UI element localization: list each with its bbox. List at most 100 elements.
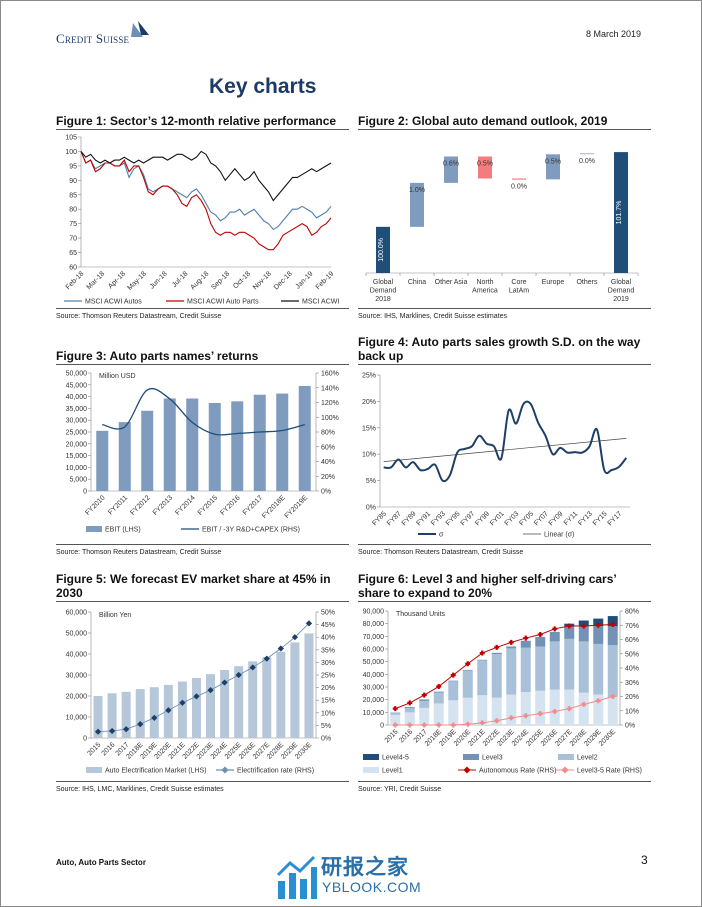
figure-2-title: Figure 2: Global auto demand outlook, 20… (358, 114, 651, 130)
bar (231, 401, 244, 491)
x-tick-label: Feb-18 (65, 270, 86, 291)
stacked-bar-level3 (419, 699, 430, 701)
series-line-1 (80, 151, 332, 251)
stacked-bar-level3 (462, 669, 473, 671)
y-tick-label: 60 (69, 265, 77, 272)
figure-4-title: Figure 4: Auto parts sales growth S.D. o… (358, 335, 651, 365)
legend-label: Level1 (382, 768, 403, 775)
y2-tick-label: 5% (321, 723, 331, 730)
category-label: 2018 (375, 296, 391, 303)
rate-marker (392, 706, 398, 712)
y-tick-label: 0 (380, 723, 384, 730)
stacked-bar-level1 (419, 707, 430, 725)
sail-logo-icon (131, 21, 149, 37)
rate-marker (595, 698, 601, 704)
y-tick-label: 50,000 (66, 631, 88, 638)
x-tick-label: FY09 (548, 510, 565, 527)
x-tick-label: FY2014 (174, 494, 196, 516)
figure-5-chart: 60,000 50,000 40,000 30,000 20,000 10,000 0 50%… (66, 610, 335, 775)
stacked-bar-level1 (390, 714, 401, 725)
legend-label: MSCI ACWI (302, 299, 339, 306)
legend-label: EBIT (LHS) (105, 527, 141, 534)
bar (208, 402, 221, 491)
y-tick-label: 60,000 (66, 610, 88, 617)
legend-swatch (363, 754, 379, 760)
x-tick-label: Jun-18 (149, 270, 169, 290)
y-tick-label: 30,000 (363, 685, 385, 692)
credit-suisse-logo: Credit Suisse (56, 21, 149, 47)
x-tick-label: FY2012 (129, 494, 151, 516)
stacked-bar-level1 (607, 697, 618, 725)
rate-marker (581, 701, 587, 707)
y-tick-label: 40,000 (66, 394, 88, 401)
y2-tick-label: 30% (321, 660, 335, 667)
rate-marker (537, 711, 543, 717)
y-tick-label: 5,000 (69, 477, 87, 484)
y-tick-label: 60,000 (363, 647, 385, 654)
bar (276, 393, 289, 491)
stacked-bar-level1 (578, 692, 589, 725)
bar (290, 642, 300, 738)
rate-marker (479, 650, 485, 656)
stacked-bar-level3 (607, 626, 618, 646)
watermark: 研报之家 YBLOOK.COM (276, 851, 436, 903)
rate-marker (610, 622, 616, 628)
y2-tick-label: 70% (625, 623, 639, 630)
unit-label: Million USD (99, 373, 136, 380)
legend-swatch (463, 754, 479, 760)
y-tick-label: 65 (69, 250, 77, 257)
data-label: 100.0% (378, 238, 385, 262)
figure-6-title: Figure 6: Level 3 and higher self-drivin… (358, 572, 651, 602)
rate-marker (479, 720, 485, 726)
y-tick-label: 25,000 (66, 430, 88, 437)
x-tick-label: 2030E (598, 728, 617, 747)
category-label: Demand (370, 288, 397, 295)
x-tick-label: FY07 (533, 510, 550, 527)
legend-label: MSCI ACWI Auto Parts (187, 299, 259, 306)
x-tick-label: FY2015 (197, 494, 219, 516)
legend-label: Level3-5 Rate (RHS) (577, 768, 642, 775)
x-tick-label: Apr-18 (107, 270, 127, 290)
rate-marker (595, 622, 601, 628)
stacked-bar-level1 (520, 692, 531, 725)
stacked-bar-level2 (462, 670, 473, 698)
y2-tick-label: 50% (625, 651, 639, 658)
rate-marker (523, 635, 529, 641)
bar (163, 398, 176, 491)
legend-label: EBIT / -3Y R&D+CAPEX (RHS) (202, 527, 300, 534)
category-label: Core (511, 279, 526, 286)
data-point (151, 714, 158, 721)
waterfall-bar (580, 152, 594, 155)
stacked-bar-level1 (535, 690, 546, 725)
logo-text: Credit Suisse (56, 31, 130, 46)
page-number: 3 (641, 853, 648, 867)
x-tick-label: FY15 (592, 510, 609, 527)
bar (118, 422, 131, 491)
category-label: Other Asia (435, 279, 468, 286)
x-tick-label: FY2017 (242, 494, 264, 516)
x-tick-label: FY13 (577, 510, 594, 527)
y2-tick-label: 80% (625, 609, 639, 616)
sigma-line (383, 400, 628, 483)
y2-tick-label: 15% (321, 698, 335, 705)
figure-3-source: Source: Thomson Reuters Datastream, Cred… (56, 544, 349, 556)
trend-line (383, 438, 627, 462)
unit-label: Thousand Units (396, 611, 446, 618)
rate-marker (494, 718, 500, 724)
x-tick-label: FY91 (415, 510, 432, 527)
bar (206, 674, 216, 738)
figure-5-title: Figure 5: We forecast EV market share at… (56, 572, 349, 602)
figure-6-chart: 90,000 80,000 70,000 60,000 50,000 40,000 30,0… (363, 609, 642, 775)
bar (149, 687, 159, 738)
series-line (98, 623, 310, 733)
stacked-bar-level1 (491, 697, 502, 725)
bar (298, 385, 311, 491)
rate-marker (566, 706, 572, 712)
y-tick-label: 10,000 (363, 710, 385, 717)
y2-tick-label: 0% (321, 736, 331, 743)
figure-2-source: Source: IHS, Marklines, Credit Suisse es… (358, 308, 651, 320)
x-tick-label: Dec-18 (273, 270, 294, 291)
stacked-bar-level2 (607, 645, 618, 698)
data-label: 0.5% (545, 158, 561, 165)
